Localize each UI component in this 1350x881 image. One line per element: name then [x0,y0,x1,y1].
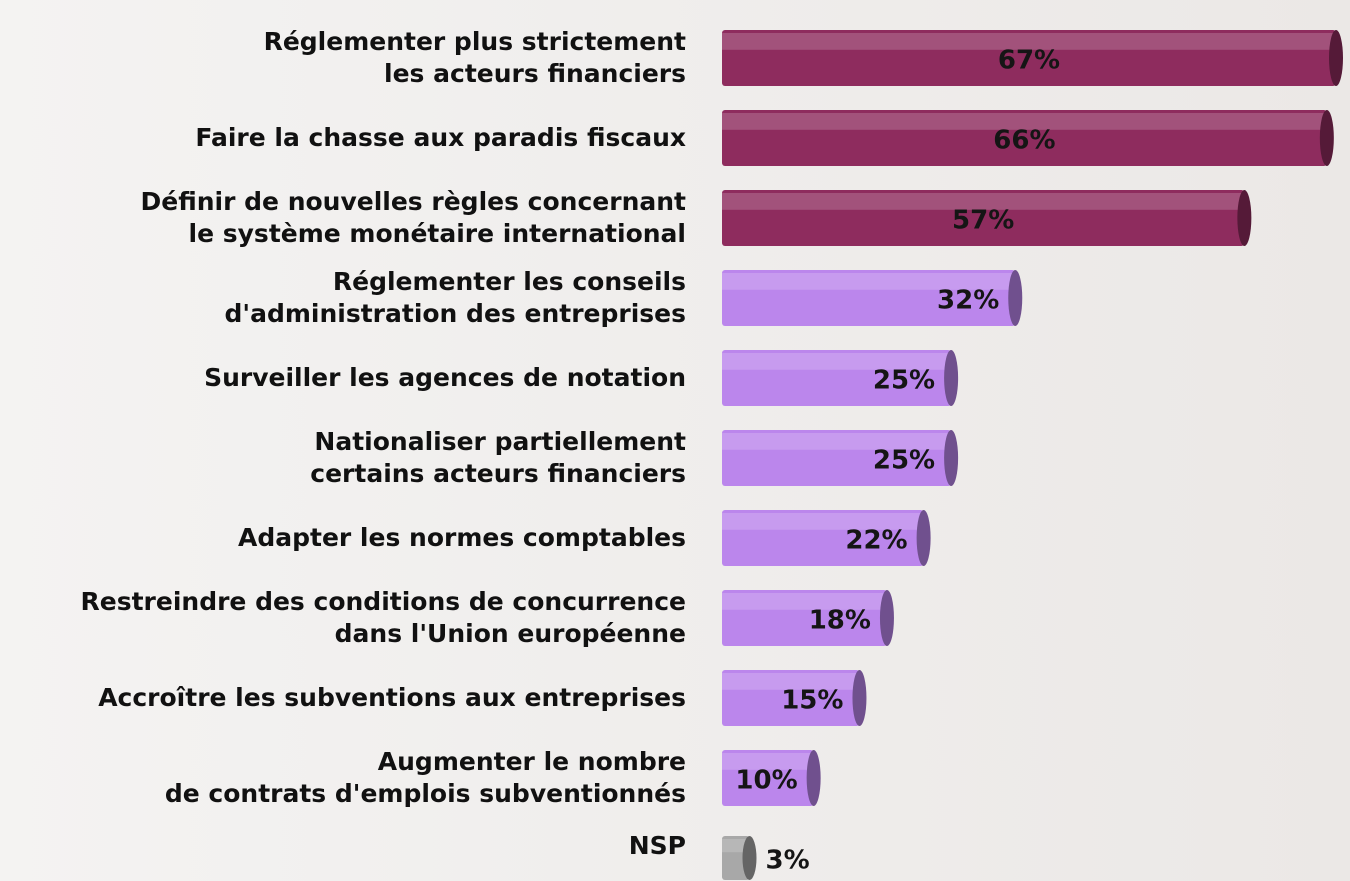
category-label: Adapter les normes comptables [237,523,686,552]
value-label: 66% [993,126,1055,156]
value-label: 22% [845,526,907,556]
value-label: 25% [873,366,935,396]
bar [722,350,952,406]
value-label: 3% [765,846,809,876]
value-label: 57% [952,206,1014,236]
category-label: Nationaliser partiellement certains acte… [310,427,686,488]
bar-highlight [722,33,1336,50]
bar [722,270,1016,326]
category-label: Réglementer les conseils d'administratio… [224,267,686,328]
bar-highlight [722,513,924,530]
bar [722,590,887,646]
bar-cap [916,510,931,566]
bar-highlight [722,193,1245,210]
value-label: 25% [873,446,935,476]
category-label: Accroître les subventions aux entreprise… [98,683,686,712]
bar-cap [742,836,757,880]
bar-highlight [722,593,887,610]
bar-highlight [722,113,1327,130]
bar-cap [1329,30,1343,86]
bar [722,190,1245,246]
bar-cap [1008,270,1023,326]
bar-highlight [722,753,814,770]
category-label: Réglementer plus strictement les acteurs… [263,27,686,88]
value-label: 67% [998,46,1060,76]
bar-cap [1237,190,1252,246]
bar-highlight [722,353,952,370]
bar-cap [944,350,959,406]
bar-cap [944,430,959,486]
bar-cap [879,590,894,646]
bar-cap [852,670,867,726]
bar-cap [1319,110,1334,166]
category-label: Définir de nouvelles règles concernant l… [140,187,687,248]
category-label: Augmenter le nombre de contrats d'emploi… [164,747,686,808]
bar-highlight [722,839,750,853]
value-label: 10% [735,766,797,796]
category-label: Restreindre des conditions de concurrenc… [80,587,687,648]
bar [722,750,814,806]
bar [722,110,1327,166]
category-label: Surveiller les agences de notation [204,363,686,392]
value-label: 32% [937,286,999,316]
bar-cap [806,750,821,806]
bar-highlight [722,273,1016,290]
bar [722,836,750,880]
bar [722,670,860,726]
bar [722,510,924,566]
bar-highlight [722,673,860,690]
bar [722,430,952,486]
value-label: 18% [809,606,871,636]
bar [722,30,1336,86]
value-label: 15% [781,686,843,716]
category-label: NSP [628,831,686,860]
bar-highlight [722,433,952,450]
category-label: Faire la chasse aux paradis fiscaux [195,123,686,152]
